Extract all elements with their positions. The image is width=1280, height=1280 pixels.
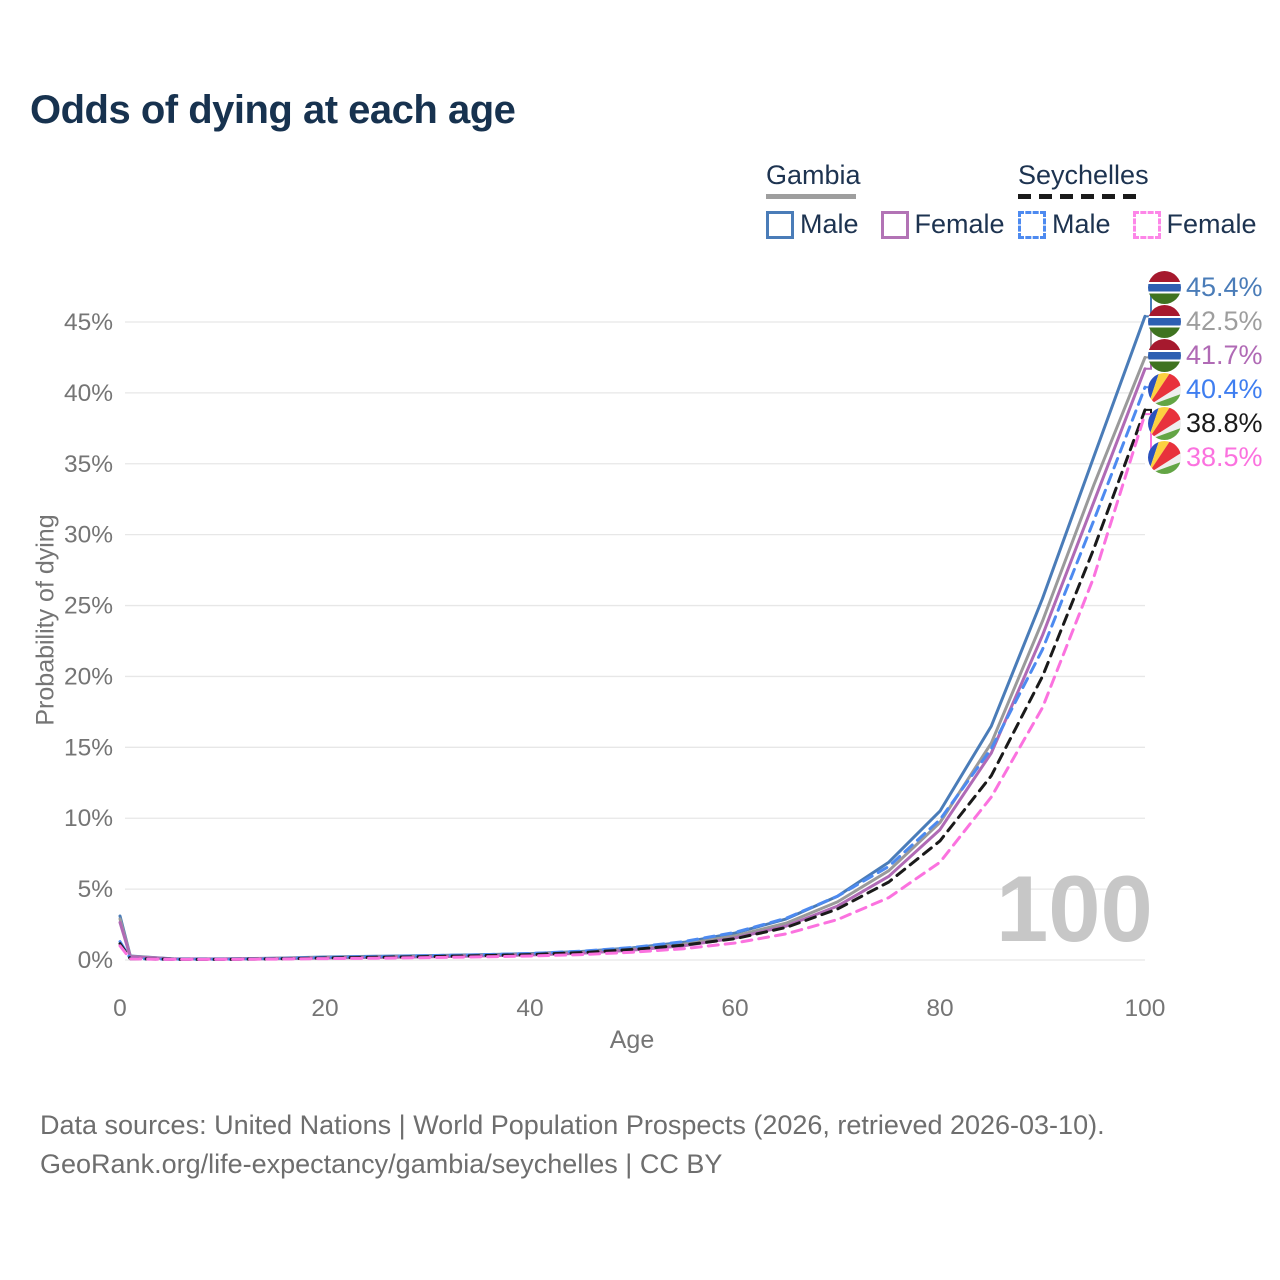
end-label-gambia-female: 41.7% bbox=[1148, 338, 1263, 372]
legend-item-seychelles-female[interactable]: Female bbox=[1132, 209, 1257, 240]
x-tick-label: 0 bbox=[113, 995, 127, 1022]
seychelles-female-swatch-icon bbox=[1132, 210, 1161, 239]
series-line bbox=[118, 367, 1147, 961]
y-tick-label: 5% bbox=[78, 876, 113, 903]
gambia-flag-icon bbox=[1148, 338, 1181, 372]
gambia-female-swatch-icon bbox=[880, 210, 909, 239]
end-value: 45.4% bbox=[1186, 271, 1263, 302]
series-line bbox=[118, 412, 1147, 961]
end-label-seychelles-female: 38.5% bbox=[1148, 440, 1263, 474]
seychelles-flag-icon bbox=[1148, 406, 1181, 440]
gambia-male-swatch-icon bbox=[766, 210, 794, 239]
legend-label: Male bbox=[800, 209, 859, 239]
gambia-flag-icon bbox=[1148, 304, 1181, 338]
legend-item-gambia-male[interactable]: Male bbox=[766, 209, 859, 240]
y-tick-label: 0% bbox=[78, 947, 113, 974]
end-label-gambia-all: 42.5% bbox=[1148, 304, 1263, 338]
series-line bbox=[118, 355, 1147, 961]
end-value: 41.7% bbox=[1186, 339, 1263, 370]
end-value: 38.5% bbox=[1186, 441, 1263, 472]
x-tick-label: 100 bbox=[1125, 995, 1166, 1022]
series-line bbox=[118, 385, 1147, 961]
y-tick-label: 15% bbox=[64, 734, 113, 761]
legend-item-gambia-female[interactable]: Female bbox=[880, 209, 1005, 240]
legend-label: Female bbox=[914, 209, 1005, 239]
y-tick-label: 35% bbox=[64, 451, 113, 478]
seychelles-male-swatch-icon bbox=[1018, 210, 1046, 239]
age-counter-watermark: 100 bbox=[996, 856, 1153, 961]
x-tick-label: 80 bbox=[926, 995, 953, 1022]
y-tick-label: 25% bbox=[64, 593, 113, 620]
series-line bbox=[118, 408, 1147, 961]
legend-header-gambia[interactable]: Gambia bbox=[766, 160, 861, 190]
legend-header-seychelles[interactable]: Seychelles bbox=[1018, 160, 1149, 190]
y-tick-label: 20% bbox=[64, 663, 113, 690]
y-tick-label: 40% bbox=[64, 380, 113, 407]
legend-label: Male bbox=[1052, 209, 1111, 239]
source-line: Data sources: United Nations | World Pop… bbox=[40, 1110, 1105, 1140]
legend-item-seychelles-male[interactable]: Male bbox=[1018, 209, 1111, 240]
y-tick-label: 30% bbox=[64, 522, 113, 549]
seychelles-flag-icon bbox=[1148, 372, 1181, 406]
legend-group-seychelles: Seychelles Male Female bbox=[1018, 160, 1257, 240]
y-tick-label: 45% bbox=[64, 309, 113, 336]
license-line: GeoRank.org/life-expectancy/gambia/seych… bbox=[40, 1149, 723, 1180]
y-axis-title: Probability of dying bbox=[31, 514, 60, 726]
gambia-flag-icon bbox=[1148, 270, 1181, 304]
end-value: 38.8% bbox=[1186, 407, 1263, 438]
gambia-solid-line-swatch bbox=[766, 194, 856, 199]
end-value: 40.4% bbox=[1186, 373, 1263, 404]
x-axis-title: Age bbox=[609, 1026, 655, 1054]
end-label-gambia-male: 45.4% bbox=[1148, 270, 1263, 304]
x-tick-label: 60 bbox=[721, 995, 748, 1022]
end-value: 42.5% bbox=[1186, 305, 1263, 336]
source-footer: Data sources: United Nations | World Pop… bbox=[40, 1106, 1105, 1184]
series-line bbox=[118, 314, 1147, 961]
legend-group-gambia: Gambia Male Female bbox=[766, 160, 1005, 240]
y-tick-label: 10% bbox=[64, 805, 113, 832]
x-tick-label: 20 bbox=[311, 995, 338, 1022]
seychelles-dashed-line-swatch bbox=[1018, 194, 1140, 199]
page-title: Odds of dying at each age bbox=[30, 88, 516, 132]
legend-label: Female bbox=[1166, 209, 1257, 239]
seychelles-flag-icon bbox=[1148, 440, 1181, 474]
end-label-seychelles-male: 40.4% bbox=[1148, 372, 1263, 406]
end-label-seychelles-all: 38.8% bbox=[1148, 406, 1263, 440]
x-tick-label: 40 bbox=[516, 995, 543, 1022]
